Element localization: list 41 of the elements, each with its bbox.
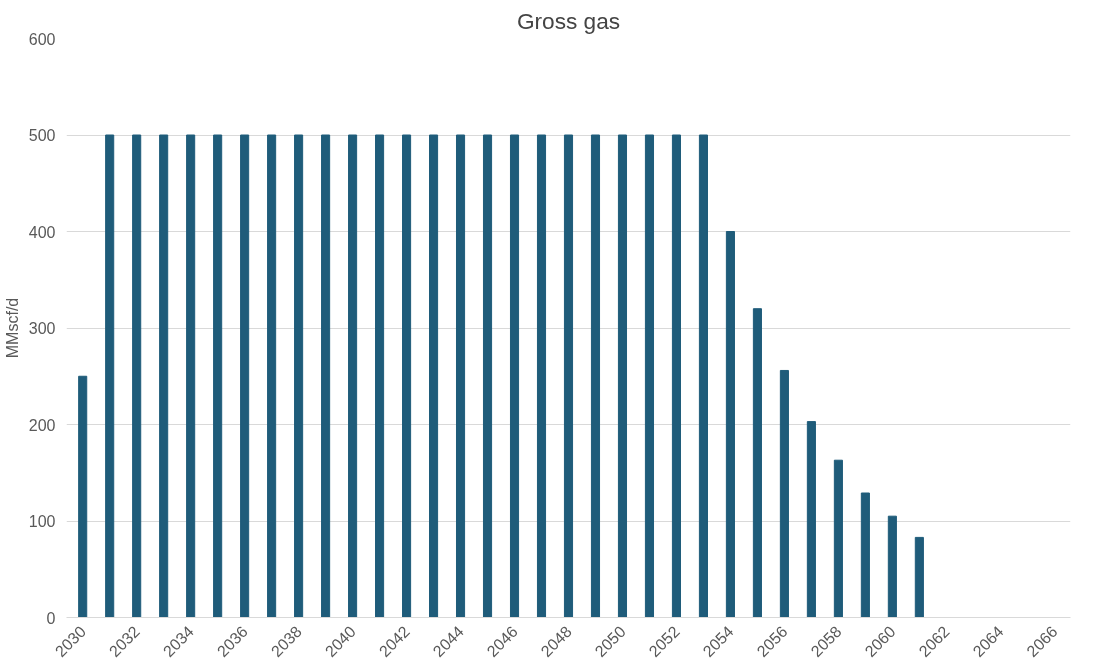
bar: [375, 134, 385, 618]
bar: [294, 134, 304, 618]
bar: [860, 492, 870, 618]
bar: [698, 134, 708, 618]
bar: [78, 375, 88, 618]
bar: [132, 134, 142, 618]
bar: [402, 134, 412, 618]
bar: [590, 134, 601, 618]
bar: [536, 134, 547, 618]
bar: [887, 515, 897, 618]
y-tick-label: 200: [28, 416, 56, 434]
bar: [725, 231, 735, 618]
bar: [509, 134, 520, 618]
bar: [267, 134, 277, 618]
bar: [159, 134, 169, 618]
bar: [833, 459, 843, 618]
bar: [779, 369, 789, 618]
bar: [617, 134, 628, 618]
bar: [914, 536, 924, 618]
y-tick-label: 600: [28, 30, 56, 48]
bar: [671, 134, 682, 618]
chart-title: Gross gas: [516, 7, 621, 34]
y-tick-label: 500: [28, 127, 56, 144]
y-axis-title: MMscf/d: [3, 297, 21, 359]
bar: [321, 134, 331, 618]
bar: [186, 134, 196, 618]
bar: [240, 134, 250, 618]
y-tick-label: 100: [28, 513, 56, 530]
bar: [105, 134, 115, 618]
y-tick-label: 0: [46, 609, 56, 627]
y-tick-label: 300: [28, 320, 56, 337]
bar: [429, 134, 439, 618]
bar: [752, 308, 762, 618]
bar: [213, 134, 223, 618]
y-tick-label: 400: [28, 223, 56, 241]
bar: [644, 134, 655, 618]
bar: [563, 134, 574, 618]
bar: [482, 134, 493, 618]
bar: [806, 421, 816, 618]
bar: [455, 134, 466, 618]
bar: [348, 134, 358, 618]
